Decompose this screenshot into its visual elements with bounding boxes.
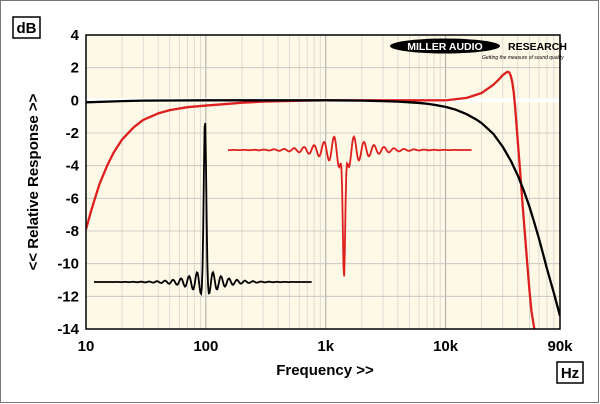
y-tick-label: 2 (71, 60, 79, 77)
y-tick-label: -14 (57, 321, 79, 338)
y-tick-label: -10 (57, 256, 79, 273)
x-tick-label: 90k (547, 338, 573, 355)
y-tick-label: 4 (71, 27, 80, 44)
x-unit-label: Hz (561, 365, 579, 382)
y-tick-labels: 4 2 0 -2 -4 -6 -8 -10 -12 -14 (57, 27, 79, 338)
plot-border (85, 34, 561, 330)
y-tick-label: -4 (66, 158, 80, 175)
x-tick-labels: 10 100 1k 10k 90k (78, 338, 574, 355)
y-tick-label: -12 (57, 288, 79, 305)
red-impulse-inset (228, 135, 472, 277)
y-tick-label: -8 (66, 223, 79, 240)
series-line-2 (86, 99, 560, 317)
db-unit-box (12, 16, 41, 39)
plot-area (86, 35, 560, 329)
y-tick-label: -6 (66, 190, 79, 207)
x-tick-label: 10 (78, 338, 95, 355)
hz-unit-box (556, 361, 584, 384)
y-axis-title: << Relative Response >> (25, 93, 42, 270)
y-tick-label: 0 (71, 92, 79, 109)
logo-brand-left: MILLER AUDIO (407, 41, 482, 53)
logo-ellipse (390, 38, 500, 54)
miller-audio-research-logo: MILLER AUDIO RESEARCH Getting the measur… (390, 38, 567, 61)
logo-brand-right: RESEARCH (508, 41, 567, 53)
series-line-1 (86, 70, 536, 329)
series-layer (86, 70, 560, 329)
logo-tagline: Getting the measure of sound quality (482, 55, 564, 61)
x-tick-label: 100 (193, 338, 218, 355)
y-tick-label: -2 (66, 125, 79, 142)
x-axis-title: Frequency >> (276, 362, 374, 379)
x-tick-label: 10k (433, 338, 459, 355)
x-tick-label: 1k (317, 338, 334, 355)
y-unit-label: dB (17, 20, 37, 37)
black-impulse-inset (94, 122, 312, 297)
